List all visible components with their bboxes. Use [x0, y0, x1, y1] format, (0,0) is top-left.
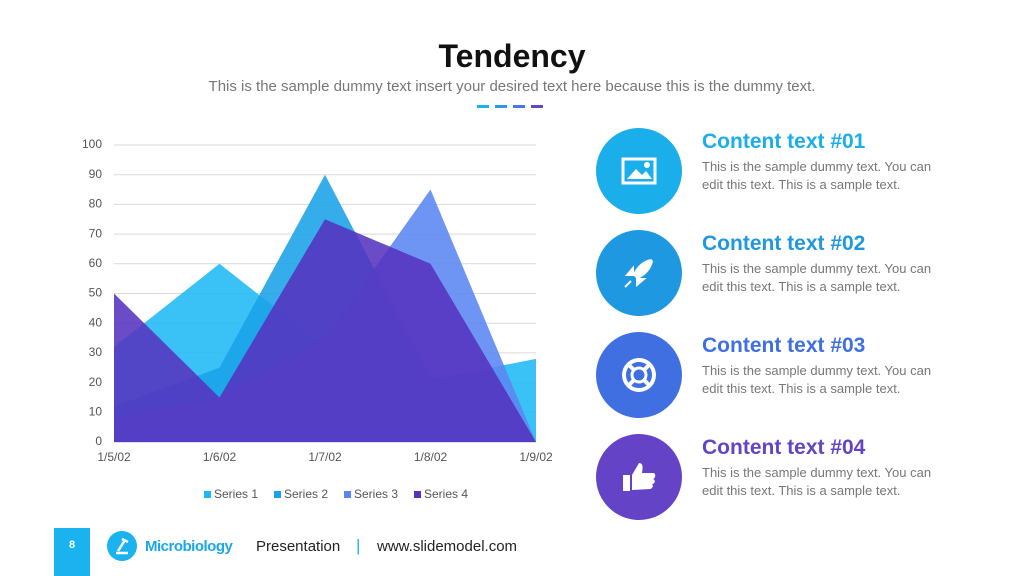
dash: [495, 105, 507, 108]
icon: [624, 259, 653, 288]
y-tick-label: 20: [89, 375, 103, 389]
y-tick-label: 90: [89, 167, 103, 181]
content-item: Content text #03 This is the sample dummy…: [596, 332, 996, 422]
legend-swatch: [344, 491, 351, 498]
y-tick-label: 50: [89, 286, 103, 300]
y-tick-label: 80: [89, 197, 103, 211]
content-item: Content text #02 This is the sample dummy…: [596, 230, 996, 320]
y-tick-label: 60: [89, 256, 103, 270]
slide-title: Tendency: [438, 38, 586, 74]
footer-label: Presentation: [256, 538, 341, 555]
y-tick-label: 0: [95, 434, 102, 448]
legend-label: Series 2: [284, 487, 328, 501]
content-text: This is the sample dummy text. You can e…: [702, 363, 932, 396]
legend-label: Series 1: [214, 487, 258, 501]
legend-label: Series 4: [424, 487, 468, 501]
content-text: This is the sample dummy text. You can e…: [702, 465, 932, 498]
legend-label: Series 3: [354, 487, 398, 501]
y-tick-label: 10: [89, 404, 103, 418]
footer: 8 Microbiology Presentation | www.slidem…: [0, 528, 1024, 576]
content-title: Content text #03: [702, 334, 866, 357]
content-item: Content text #01 This is the sample dummy…: [596, 128, 996, 218]
legend-swatch: [204, 491, 211, 498]
y-tick-label: 70: [89, 226, 103, 240]
x-tick-label: 1/8/02: [414, 450, 448, 464]
legend-swatch: [414, 491, 421, 498]
footer-url: www.slidemodel.com: [377, 538, 518, 555]
x-tick-label: 1/6/02: [203, 450, 237, 464]
icon: [622, 358, 656, 392]
icon: [623, 463, 656, 491]
content-text: This is the sample dummy text. You can e…: [702, 159, 932, 192]
icon-circle: [596, 230, 682, 316]
dash: [477, 105, 489, 108]
content-item: Content text #04 This is the sample dummy…: [596, 434, 996, 524]
brand-name: Microbiology: [145, 538, 233, 555]
dash: [531, 105, 543, 108]
content-title: Content text #01: [702, 130, 866, 153]
x-tick-label: 1/9/02: [519, 450, 553, 464]
content-text: This is the sample dummy text. You can e…: [702, 261, 932, 294]
page-number: 8: [54, 528, 90, 576]
icon-circle: [596, 332, 682, 418]
footer-separator: |: [356, 536, 361, 555]
icon-circle: [596, 434, 682, 520]
icon-circle: [596, 128, 682, 214]
brand-logo: [107, 531, 137, 561]
x-tick-label: 1/7/02: [308, 450, 342, 464]
area: [114, 219, 536, 442]
content-title: Content text #02: [702, 232, 866, 255]
y-tick-label: 100: [82, 137, 102, 151]
x-tick-label: 1/5/02: [97, 450, 131, 464]
slide-subtitle: This is the sample dummy text insert you…: [208, 78, 816, 95]
y-tick-label: 30: [89, 345, 103, 359]
icon: [621, 157, 657, 185]
dash: [513, 105, 525, 108]
chart: 0 10 20 30 40 50 60 70 80 90 100 1/5/02 1/6/02 1/7/02…: [82, 137, 553, 501]
content-title: Content text #04: [702, 436, 866, 459]
y-tick-label: 40: [89, 315, 103, 329]
legend-swatch: [274, 491, 281, 498]
